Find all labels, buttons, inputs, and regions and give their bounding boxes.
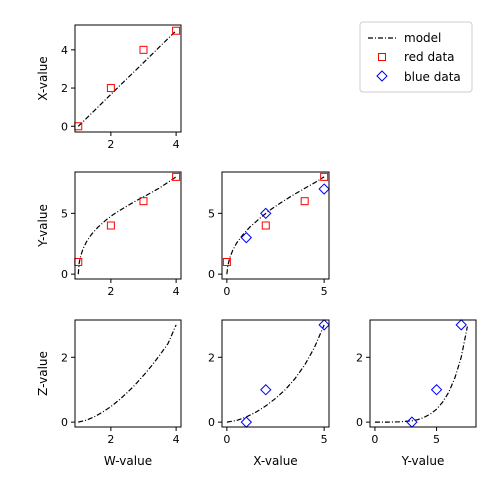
x-tick-label: 4 bbox=[173, 433, 180, 446]
panel-y-vs-w: 2 4 0 5 Y-value bbox=[36, 171, 182, 298]
blue-data-point bbox=[406, 416, 418, 428]
blue-data-point bbox=[430, 384, 443, 396]
y-tick-label: 2 bbox=[208, 351, 215, 364]
y-tick-label: 2 bbox=[61, 351, 68, 364]
x-tick-label: 4 bbox=[173, 138, 180, 151]
panel-frame bbox=[74, 24, 182, 133]
red-data-point bbox=[172, 172, 181, 181]
legend-entry-red: red data bbox=[378, 50, 455, 64]
x-tick-label: 0 bbox=[223, 285, 230, 298]
red-data-point bbox=[261, 221, 270, 230]
legend-entry-blue: blue data bbox=[376, 70, 461, 84]
legend-entry-model: model bbox=[368, 31, 441, 45]
blue-data-point bbox=[318, 183, 330, 195]
x-axis-label: W-value bbox=[104, 454, 152, 468]
y-tick-label: 5 bbox=[208, 207, 215, 220]
legend-red-marker bbox=[378, 53, 386, 61]
model-line bbox=[374, 326, 468, 423]
blue-data-point bbox=[240, 231, 253, 244]
legend-blue-label: blue data bbox=[404, 70, 461, 84]
y-tick-label: 2 bbox=[356, 351, 363, 364]
legend-model-label: model bbox=[404, 31, 441, 45]
x-axis-label: X-value bbox=[253, 454, 297, 468]
y-tick-label: 0 bbox=[356, 416, 363, 429]
red-data-point bbox=[106, 84, 115, 93]
y-tick-label: 5 bbox=[61, 207, 68, 220]
panel-frame bbox=[74, 171, 182, 280]
y-tick-label: 2 bbox=[61, 82, 68, 95]
panel-z-vs-w: 2 4 0 2 W-value Z-value bbox=[36, 319, 182, 468]
x-tick-label: 4 bbox=[173, 285, 180, 298]
panel-frame bbox=[221, 171, 330, 280]
y-axis-label: Y-value bbox=[36, 204, 50, 248]
legend-frame bbox=[359, 21, 473, 93]
blue-data-point bbox=[260, 384, 272, 396]
y-tick-label: 0 bbox=[61, 120, 68, 133]
red-data-point bbox=[74, 257, 83, 266]
x-axis-label: Y-value bbox=[401, 454, 445, 468]
red-data-point bbox=[172, 26, 181, 35]
blue-data-point bbox=[260, 207, 272, 220]
legend-blue-marker bbox=[376, 70, 388, 82]
model-line bbox=[78, 324, 177, 423]
model-line bbox=[77, 176, 177, 275]
x-tick-label: 0 bbox=[223, 433, 230, 446]
panel-z-vs-x: 0 5 0 2 X-value bbox=[208, 319, 330, 468]
x-tick-label: 5 bbox=[321, 433, 328, 446]
red-data-point bbox=[222, 257, 231, 266]
x-tick-label: 2 bbox=[107, 433, 114, 446]
x-tick-label: 2 bbox=[107, 138, 114, 151]
red-data-point bbox=[106, 221, 115, 230]
panel-y-vs-x: 0 5 0 5 bbox=[208, 171, 330, 298]
panels-layer: 2 4 0 2 4 X-value 2 4 0 5 Y-value 0 5 0 5 2 4 0 2 W-value Z-… bbox=[36, 24, 477, 468]
y-tick-label: 0 bbox=[61, 416, 68, 429]
legend: model red data blue data bbox=[359, 21, 473, 93]
panel-frame bbox=[74, 319, 182, 428]
red-data-point bbox=[300, 197, 309, 206]
panel-frame bbox=[221, 319, 330, 428]
legend-red-label: red data bbox=[404, 50, 455, 64]
blue-data-point bbox=[240, 416, 253, 428]
panel-x-vs-w: 2 4 0 2 4 X-value bbox=[36, 24, 182, 151]
model-line bbox=[226, 324, 325, 423]
x-tick-label: 0 bbox=[371, 433, 378, 446]
y-tick-label: 0 bbox=[208, 268, 215, 281]
x-tick-label: 2 bbox=[107, 285, 114, 298]
y-axis-label: X-value bbox=[36, 56, 50, 100]
model-line bbox=[226, 176, 325, 275]
y-tick-label: 0 bbox=[208, 416, 215, 429]
panel-frame bbox=[369, 319, 477, 428]
x-tick-label: 5 bbox=[433, 433, 440, 446]
y-tick-label: 4 bbox=[61, 44, 68, 57]
model-line bbox=[77, 30, 177, 127]
blue-data-point bbox=[455, 319, 467, 331]
y-axis-label: Z-value bbox=[36, 351, 50, 396]
x-tick-label: 5 bbox=[321, 285, 328, 298]
y-tick-label: 0 bbox=[61, 268, 68, 281]
red-data-point bbox=[139, 197, 148, 206]
red-data-point bbox=[320, 172, 329, 181]
blue-data-point bbox=[318, 319, 330, 331]
panel-z-vs-y: 0 5 0 2 Y-value bbox=[356, 319, 477, 468]
red-data-point bbox=[139, 45, 148, 54]
